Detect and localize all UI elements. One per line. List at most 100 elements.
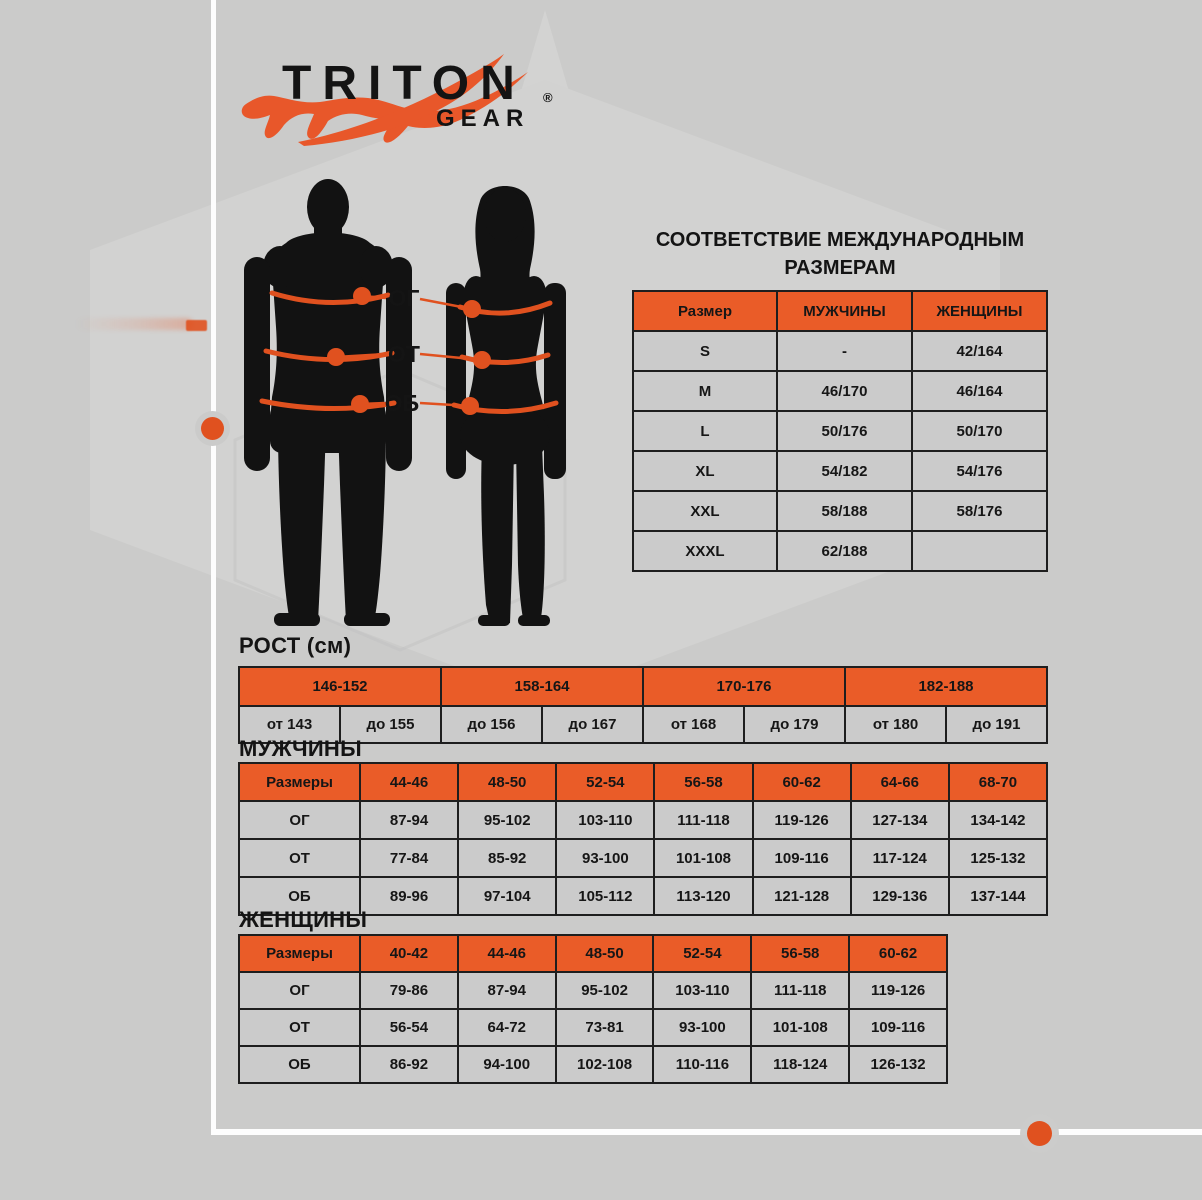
table-cell: от 180: [844, 705, 947, 744]
table-cell: 117-124: [849, 838, 950, 878]
table-cell: 64-72: [456, 1008, 557, 1047]
women-size-table: Размеры 40-42 44-46 48-50 52-54 56-58 60-62 ОГ 7…: [238, 934, 948, 1084]
measurement-dots: [327, 287, 491, 415]
registered-mark: ®: [543, 90, 553, 105]
table-row: от 143 до 155 до 156 до 167 от 168 до 179 от 1…: [238, 705, 1048, 744]
table-row: ОБ 86-92 94-100 102-108 110-116 118-124 126-13…: [238, 1045, 948, 1084]
accent-dot-left: [201, 417, 224, 440]
table-cell: 46/170: [776, 370, 913, 412]
table-cell: 54/176: [911, 450, 1048, 492]
header-cell: Размеры: [238, 934, 361, 973]
table-cell: 50/170: [911, 410, 1048, 452]
table-cell: 125-132: [947, 838, 1049, 878]
table-cell: ОГ: [238, 800, 361, 840]
table-cell: 129-136: [849, 876, 950, 916]
table-cell: 95-102: [457, 800, 558, 840]
table-cell: 85-92: [457, 838, 558, 878]
table-cell: 119-126: [751, 800, 852, 840]
accent-dot-bottom: [1027, 1121, 1052, 1146]
table-cell: 93-100: [652, 1008, 753, 1047]
table-cell: 42/164: [911, 330, 1048, 372]
header-row: 146-152 158-164 170-176 182-188: [238, 666, 1048, 707]
table-cell: ОБ: [238, 876, 361, 916]
table-cell: 103-110: [652, 971, 753, 1010]
header-cell: 146-152: [238, 666, 442, 707]
table-cell: до 179: [743, 705, 846, 744]
title-line-1: СООТВЕТСТВИЕ МЕЖДУНАРОДНЫМ: [655, 229, 1025, 251]
table-cell: 102-108: [554, 1045, 655, 1084]
table-cell: 94-100: [456, 1045, 557, 1084]
header-cell: 60-62: [848, 934, 948, 973]
woman-silhouette: [446, 186, 566, 626]
lizard-logo-icon: [241, 54, 528, 146]
table-cell: 111-118: [653, 800, 754, 840]
height-section-title: РОСТ (см): [239, 633, 352, 658]
header-cell: 52-54: [555, 762, 656, 802]
table-cell: 56-54: [359, 1008, 459, 1047]
header-cell: 170-176: [642, 666, 846, 707]
table-row: ОГ 79-86 87-94 95-102 103-110 111-118 119-126: [238, 971, 948, 1010]
table-cell: до 167: [541, 705, 644, 744]
table-cell: 93-100: [555, 838, 656, 878]
table-cell: 121-128: [751, 876, 852, 916]
international-table-title: СООТВЕТСТВИЕ МЕЖДУНАРОДНЫМ РАЗМЕРАМ: [632, 226, 1048, 282]
table-cell: 101-108: [750, 1008, 851, 1047]
table-cell: 110-116: [652, 1045, 753, 1084]
table-cell: от 168: [642, 705, 745, 744]
table-cell: 62/188: [776, 530, 913, 572]
hips-girth-label: ОБ: [384, 390, 420, 416]
table-row: XL 54/182 54/176: [632, 450, 1048, 492]
header-cell: ЖЕНЩИНЫ: [911, 290, 1048, 332]
table-cell: 134-142: [947, 800, 1049, 840]
header-row: Размеры 40-42 44-46 48-50 52-54 56-58 60-62: [238, 934, 948, 973]
body-measurement-figures: [244, 179, 566, 626]
table-cell: 50/176: [776, 410, 913, 452]
table-row: L 50/176 50/170: [632, 410, 1048, 452]
header-cell: 56-58: [750, 934, 851, 973]
table-cell: 118-124: [750, 1045, 851, 1084]
header-cell: Размер: [632, 290, 778, 332]
waist-girth-label: ОТ: [388, 341, 420, 367]
table-row: ОГ 87-94 95-102 103-110 111-118 119-126 127-13…: [238, 800, 1049, 840]
table-row: XXL 58/188 58/176: [632, 490, 1048, 532]
table-cell: 103-110: [555, 800, 656, 840]
table-cell: ОТ: [238, 838, 361, 878]
table-cell: до 191: [945, 705, 1048, 744]
table-cell: 119-126: [848, 971, 948, 1010]
table-cell: 79-86: [359, 971, 459, 1010]
header-cell: 56-58: [653, 762, 754, 802]
table-cell: 95-102: [554, 971, 655, 1010]
men-size-table: Размеры 44-46 48-50 52-54 56-58 60-62 64-66 68-…: [238, 762, 1049, 916]
header-cell: 44-46: [358, 762, 460, 802]
table-cell: ОТ: [238, 1008, 361, 1047]
header-cell: 182-188: [844, 666, 1048, 707]
women-section-title: ЖЕНЩИНЫ: [239, 907, 368, 932]
brand-subname: GEAR: [436, 105, 530, 132]
table-cell: 77-84: [358, 838, 460, 878]
brand-name: TRITON: [282, 57, 526, 110]
table-cell: 101-108: [653, 838, 754, 878]
table-cell: 86-92: [359, 1045, 459, 1084]
orange-streak-dash: [186, 320, 207, 331]
header-cell: 40-42: [359, 934, 459, 973]
title-line-2: РАЗМЕРАМ: [784, 257, 896, 279]
table-cell: 113-120: [653, 876, 754, 916]
triton-gear-logo: TRITON ® GEAR: [238, 54, 568, 150]
table-cell: 46/164: [911, 370, 1048, 412]
table-row: ОБ 89-96 97-104 105-112 113-120 121-128 129-13…: [238, 876, 1049, 916]
frame-line-horizontal: [211, 1129, 1202, 1135]
table-cell: -: [776, 330, 913, 372]
table-cell: до 155: [339, 705, 442, 744]
table-cell: от 143: [238, 705, 341, 744]
table-cell: ОГ: [238, 971, 361, 1010]
table-cell: 126-132: [848, 1045, 948, 1084]
table-cell: [911, 530, 1048, 572]
header-cell: 60-62: [751, 762, 852, 802]
table-cell: XL: [632, 450, 778, 492]
international-size-table: Размер МУЖЧИНЫ ЖЕНЩИНЫ S -42/164 M 46/170 46/16…: [632, 290, 1048, 572]
man-silhouette: [244, 179, 412, 626]
men-section-title: МУЖЧИНЫ: [239, 736, 362, 761]
table-cell: XXL: [632, 490, 778, 532]
frame-line-vertical: [211, 0, 216, 1135]
chest-girth-label: ОГ: [388, 285, 420, 311]
